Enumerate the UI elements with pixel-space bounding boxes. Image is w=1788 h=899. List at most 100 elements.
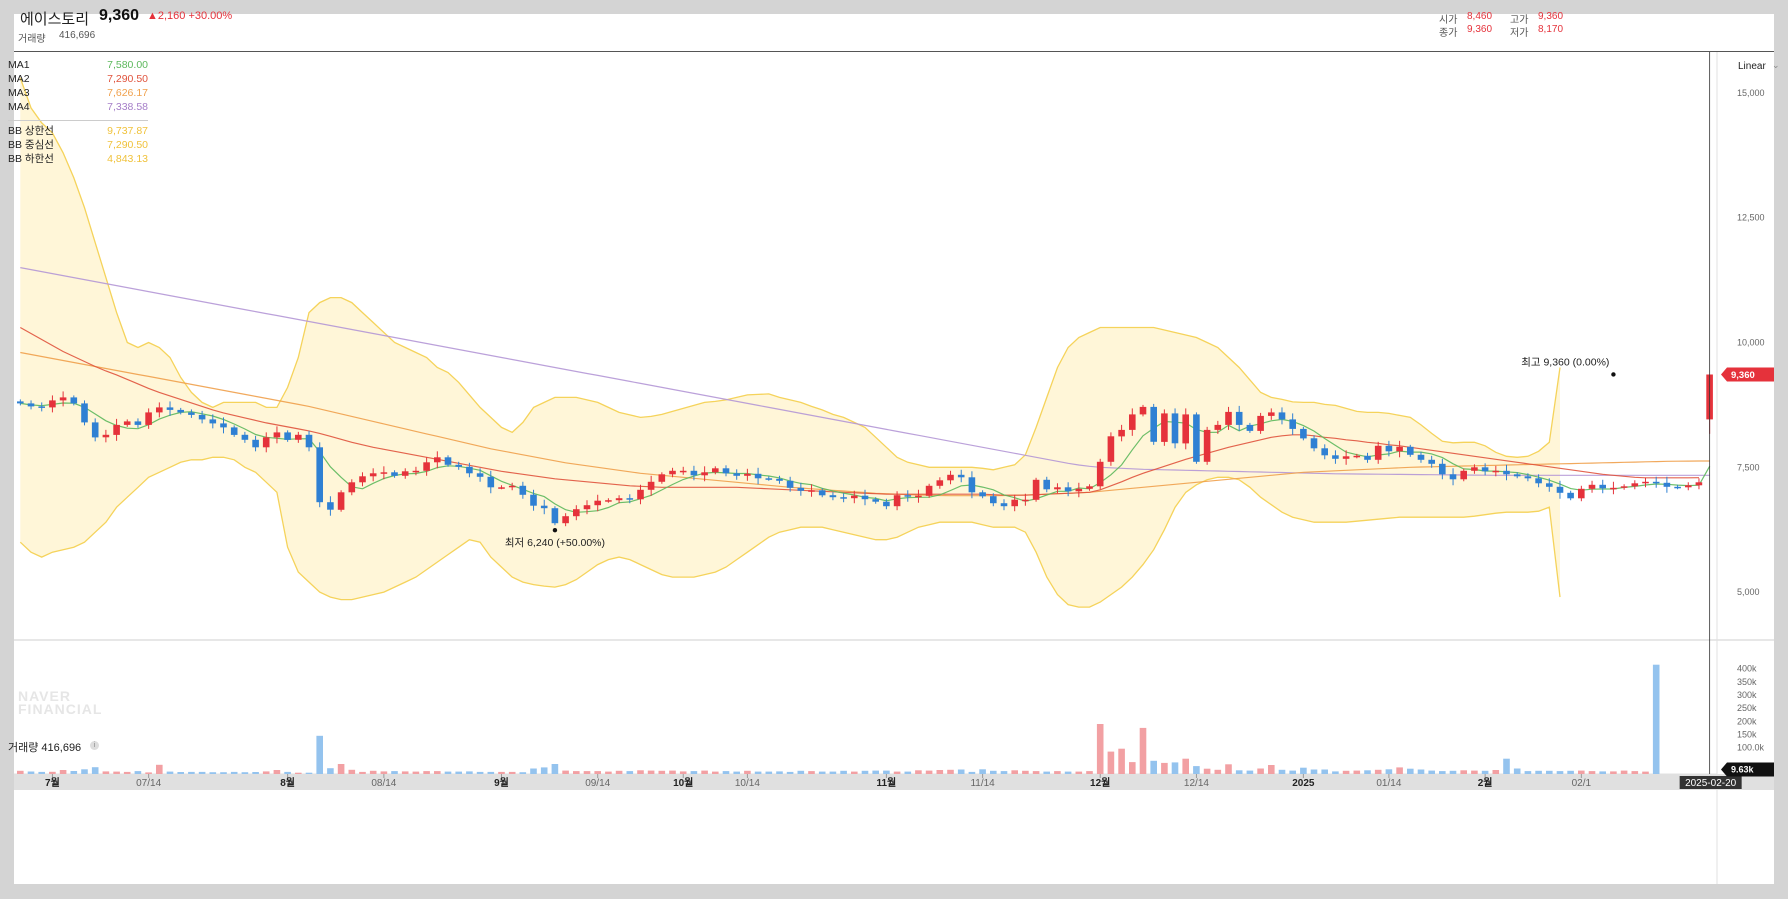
candle-body	[1342, 456, 1350, 459]
candle-body	[327, 502, 334, 510]
volume-bar	[423, 771, 430, 774]
volume-bar	[1503, 758, 1510, 774]
info-icon[interactable]: i	[90, 741, 99, 750]
candle-body	[690, 470, 698, 476]
volume-bar	[91, 767, 99, 774]
candle-body	[1129, 414, 1136, 430]
volume-bar	[615, 770, 623, 774]
candle-body	[1695, 482, 1703, 486]
candle-body	[1685, 485, 1692, 488]
volume-value: 416,696	[59, 30, 96, 41]
legend-ma3[interactable]: MA3 7,626.17	[8, 87, 148, 99]
candle-body	[1161, 413, 1168, 442]
candle-body	[947, 474, 954, 481]
legend-ma4[interactable]: MA4 7,338.58	[8, 101, 148, 113]
volume-tick-label: 150k	[1737, 729, 1757, 739]
legend-ma1[interactable]: MA1 7,580.00	[8, 59, 148, 71]
candle-body	[1428, 459, 1435, 464]
price-chart[interactable]: 15,000 12,500 10,000 7,500 5,000 400k 350k 300k…	[14, 14, 1774, 884]
candle-body	[102, 434, 110, 438]
candle-body	[573, 509, 580, 517]
legend-ma2[interactable]: MA2 7,290.50	[8, 73, 148, 85]
candle-body	[487, 476, 495, 488]
candle-body	[434, 457, 441, 463]
volume-bar	[872, 770, 879, 774]
volume-bar	[1268, 765, 1275, 774]
candle-body	[166, 407, 174, 410]
candles	[17, 374, 1713, 527]
candle-body	[722, 468, 730, 474]
volume-tick-label: 250k	[1737, 703, 1757, 713]
volume-bar	[744, 770, 751, 774]
candle-body	[1503, 470, 1510, 475]
candle-body	[1118, 429, 1125, 437]
candle-body	[123, 421, 131, 425]
candle-body	[17, 401, 24, 404]
candle-body	[273, 432, 281, 438]
candle-body	[1300, 428, 1307, 439]
volume-bar	[123, 771, 131, 774]
volume-bar	[765, 771, 773, 774]
legend-bb-middle[interactable]: BB 중심선 7,290.50	[8, 139, 148, 151]
volume-bar	[1513, 768, 1521, 774]
volume-bar	[1546, 770, 1553, 774]
volume-bar	[669, 770, 676, 774]
candle-body	[1075, 488, 1083, 492]
volume-bar	[1588, 771, 1596, 774]
volume-bar	[936, 770, 944, 774]
volume-bar	[594, 771, 601, 774]
volume-bar	[466, 771, 473, 774]
open-label: 시가	[1439, 15, 1458, 26]
candle-body	[669, 470, 676, 475]
x-axis-band	[14, 774, 1774, 790]
volume-bar	[1235, 770, 1243, 774]
volume-bar	[1428, 770, 1435, 774]
candle-body	[134, 421, 142, 425]
x-tick-label: 9월	[494, 777, 509, 789]
volume-bar	[1246, 770, 1254, 774]
candle-body	[1439, 463, 1446, 475]
legend-bb-upper[interactable]: BB 상한선 9,737.87	[8, 125, 148, 137]
volume-bar	[925, 770, 933, 774]
price-tick-label: 5,000	[1737, 587, 1760, 597]
candle-body	[1235, 411, 1243, 425]
volume-bar	[177, 772, 184, 774]
x-tick-label: 08/14	[371, 778, 396, 789]
volume-bar	[519, 772, 527, 774]
scale-toggle-button[interactable]: Linear	[1738, 61, 1766, 72]
price-change: ▲2,160 +30.00%	[147, 10, 233, 22]
volume-bar	[1032, 771, 1040, 774]
volume-bar	[166, 771, 174, 774]
chevron-down-icon[interactable]: ⌄	[1772, 60, 1780, 70]
ma4-line	[20, 267, 1710, 476]
volume-bar	[562, 770, 569, 774]
volume-bar	[1107, 751, 1115, 774]
volume-bar	[1620, 770, 1628, 774]
volume-bar	[134, 771, 142, 774]
candle-body	[305, 434, 313, 448]
candle-body	[1578, 488, 1585, 499]
candle-body	[1150, 406, 1157, 442]
candle-body	[1471, 467, 1478, 471]
candle-body	[1268, 412, 1275, 416]
x-tick-label: 10월	[673, 777, 693, 789]
candle-body	[1417, 454, 1425, 460]
volume-bar	[1225, 764, 1232, 774]
volume-bar	[412, 771, 420, 774]
candle-body	[1043, 479, 1050, 490]
candle-body	[391, 472, 398, 476]
close-label: 종가	[1439, 28, 1458, 39]
legend-bb-lower[interactable]: BB 하한선 4,843.13	[8, 153, 148, 165]
candle-body	[990, 496, 997, 504]
candle-body	[1321, 448, 1328, 456]
volume-bars	[17, 664, 1660, 774]
candle-body	[1011, 499, 1018, 507]
volume-bar	[444, 771, 452, 774]
candle-body	[701, 472, 708, 476]
candle-body	[1535, 478, 1542, 484]
volume-bar	[776, 771, 783, 774]
volume-bar	[1300, 767, 1307, 774]
volume-bar	[1439, 771, 1446, 774]
candle-body	[1364, 455, 1371, 460]
volume-bar	[1171, 762, 1179, 774]
